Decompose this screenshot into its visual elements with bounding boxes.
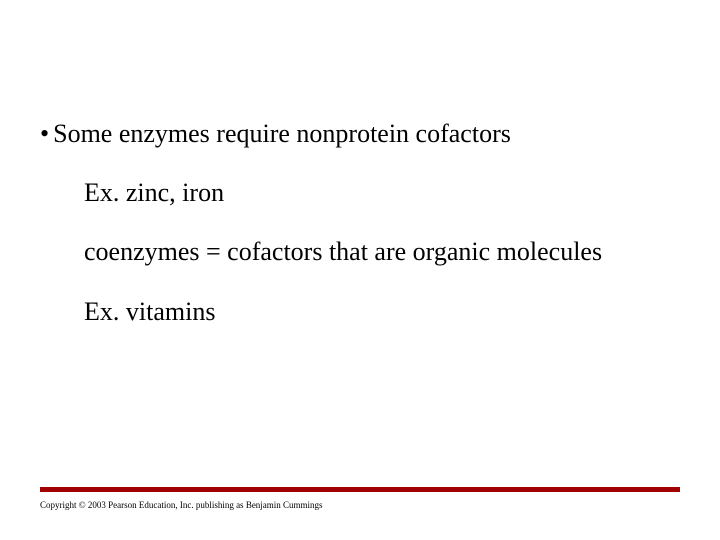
copyright-text: Copyright © 2003 Pearson Education, Inc.…	[40, 500, 323, 510]
bullet-icon: •	[40, 118, 49, 149]
sub-line-3: Ex. vitamins	[84, 296, 680, 327]
sub-line-1: Ex. zinc, iron	[84, 177, 680, 208]
main-bullet-line: • Some enzymes require nonprotein cofact…	[40, 118, 680, 149]
main-bullet-text: Some enzymes require nonprotein cofactor…	[53, 118, 511, 149]
sub-line-2: coenzymes = cofactors that are organic m…	[84, 236, 680, 267]
slide-content: • Some enzymes require nonprotein cofact…	[40, 118, 680, 355]
footer-divider	[40, 487, 680, 492]
